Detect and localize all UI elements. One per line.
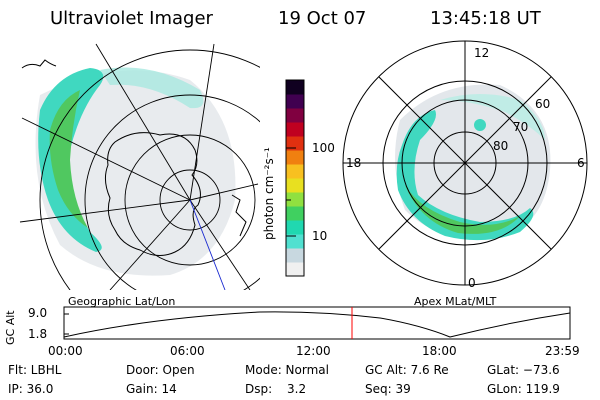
mlt-label-6: 6: [577, 156, 585, 170]
polar-aurora-top: [440, 94, 545, 140]
colorbar-segment: [286, 192, 304, 207]
coastline-fragment: [231, 194, 247, 237]
info-dsp-value: 3.2: [287, 382, 307, 396]
info-seq: Seq: 39: [365, 382, 411, 396]
info-mode: Mode: Normal: [245, 363, 329, 377]
antarctica-outline: [104, 132, 201, 256]
altitude-ytick-1.8: 1.8: [28, 327, 48, 341]
coastline-fragment: [21, 59, 57, 69]
colorbar-segment: [286, 80, 304, 95]
info-glat: GLat: −73.6: [487, 363, 560, 377]
colorbar-segment: [286, 164, 304, 179]
altitude-ylabel: GC Alt: [4, 310, 17, 345]
colorbar-fill: [286, 80, 304, 277]
colorbar-segment: [286, 108, 304, 123]
info-gcalt: GC Alt: 7.6 Re: [365, 363, 449, 377]
left-map-content: [19, 43, 260, 290]
left-aurora: [38, 68, 104, 252]
info-glon: GLon: 119.9: [487, 382, 560, 396]
mlat-label-80: 80: [493, 139, 509, 153]
info-door: Door: Open: [126, 363, 195, 377]
mlt-label-12: 12: [474, 46, 490, 60]
colorbar-segment: [286, 94, 304, 109]
colorbar-segment: [286, 136, 304, 151]
mlt-label-18: 18: [346, 156, 362, 170]
altitude-xtick-0000: 00:00: [48, 344, 83, 358]
colorbar-segment: [286, 234, 304, 249]
mlat-label-60: 60: [535, 97, 551, 111]
colorbar-segment: [286, 178, 304, 193]
colorbar-tick-100: 100: [312, 141, 335, 155]
instrument-title: Ultraviolet Imager: [50, 8, 213, 29]
altitude-curve: [63, 311, 571, 338]
altitude-xtick-1200: 12:00: [296, 344, 331, 358]
left-map-caption: Geographic Lat/Lon: [68, 295, 176, 308]
altitude-xtick-1800: 18:00: [422, 344, 457, 358]
left-aurora-faint: [100, 67, 204, 109]
colorbar-segment: [286, 150, 304, 165]
colorbar-segment: [286, 122, 304, 137]
time-label: 13:45:18 UT: [430, 8, 541, 29]
mlat-label-70: 70: [513, 120, 529, 134]
left-aurora-core: [49, 90, 88, 228]
mlt-label-0: 0: [468, 276, 476, 290]
info-flt: Flt: LBHL: [8, 363, 62, 377]
colorbar-segment: [286, 206, 304, 221]
colorbar-tick-10: 10: [312, 229, 328, 243]
altitude-ytick-9: 9.0: [28, 306, 48, 320]
colorbar-segment: [286, 248, 304, 263]
colorbar-segment: [286, 220, 304, 235]
polar-map-content: [395, 84, 551, 241]
polar-aurora-core: [405, 185, 520, 234]
info-gain: Gain: 14: [126, 382, 177, 396]
polar-aurora: [396, 110, 534, 241]
info-dsp-label: Dsp:: [245, 382, 273, 396]
altitude-xtick-2359: 23:59: [545, 344, 580, 358]
right-map-caption: Apex MLat/MLT: [414, 295, 497, 308]
info-ip: IP: 36.0: [8, 382, 54, 396]
date-label: 19 Oct 07: [278, 8, 367, 29]
polar-haze: [395, 84, 551, 240]
colorbar-segment: [286, 262, 304, 277]
altitude-xtick-0600: 06:00: [170, 344, 205, 358]
